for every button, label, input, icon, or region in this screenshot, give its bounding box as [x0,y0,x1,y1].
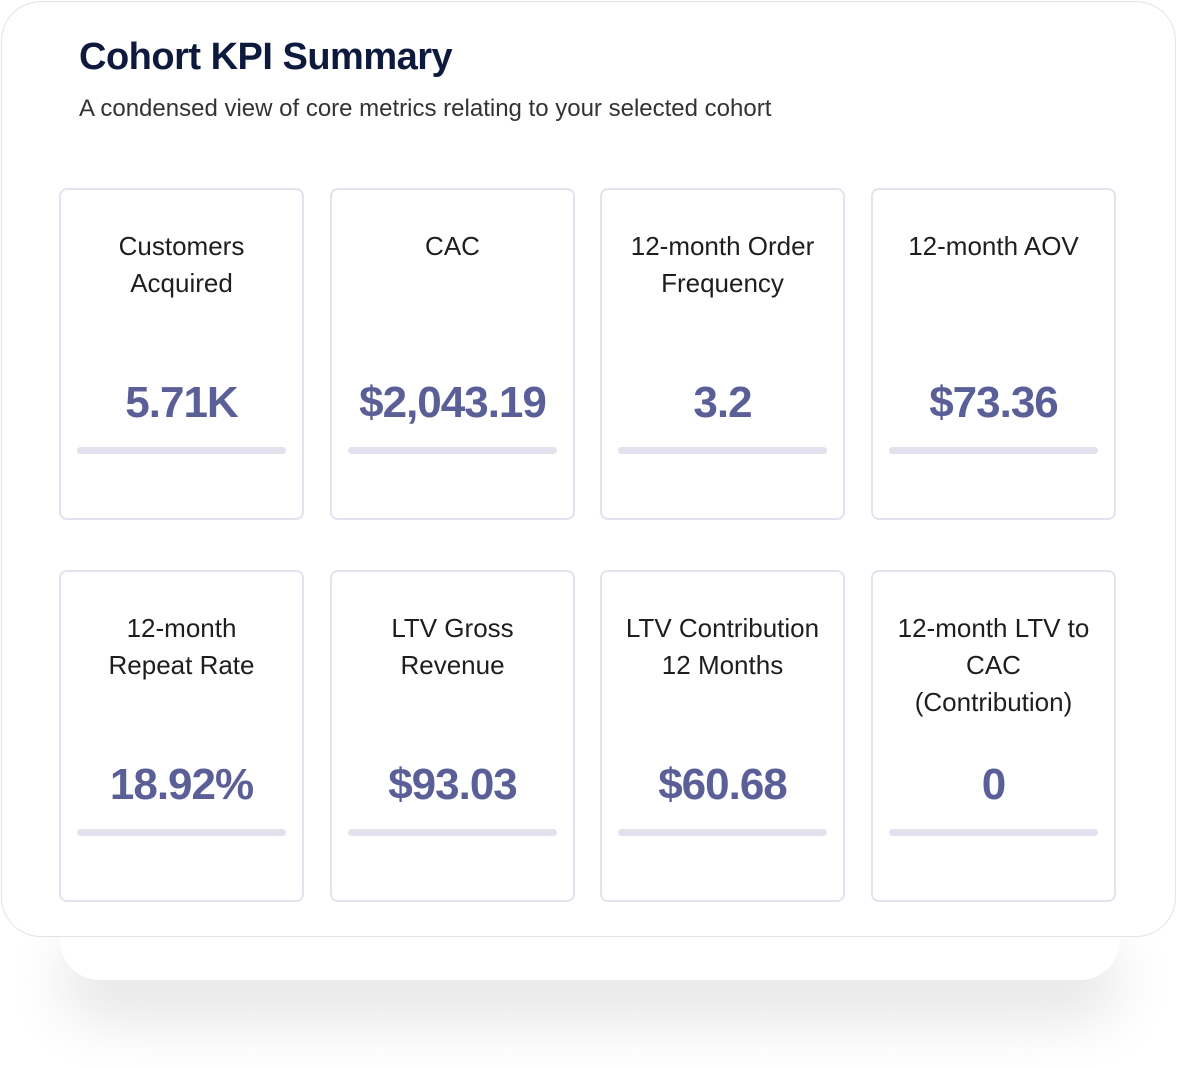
kpi-bar [348,447,557,454]
kpi-value: $73.36 [929,378,1059,427]
page-subtitle: A condensed view of core metrics relatin… [79,95,772,122]
kpi-label: 12-month LTV to CAC (Contribution) [897,613,1090,717]
kpi-bar [348,829,557,836]
kpi-value: $93.03 [388,760,518,809]
kpi-value: $2,043.19 [359,378,547,427]
kpi-bar [77,447,286,454]
kpi-card-customers-acquired: Customers Acquired 5.71K [59,188,304,520]
kpi-card-cac: CAC $2,043.19 [330,188,575,520]
kpi-label: LTV Contribution 12 Months [625,613,820,680]
kpi-label: LTV Gross Revenue [391,613,514,680]
kpi-card-order-frequency: 12-month Order Frequency 3.2 [600,188,845,520]
kpi-label: 12-month Repeat Rate [108,613,255,680]
kpi-card-ltv-contribution: LTV Contribution 12 Months $60.68 [600,570,845,902]
kpi-label: Customers Acquired [118,231,245,298]
kpi-bar [889,447,1098,454]
kpi-label: CAC [425,231,480,261]
kpi-value: 3.2 [693,378,752,427]
kpi-card-aov: 12-month AOV $73.36 [871,188,1116,520]
kpi-label: 12-month AOV [908,231,1079,261]
kpi-value: 18.92% [109,760,254,809]
kpi-bar [618,829,827,836]
page-title: Cohort KPI Summary [79,36,453,78]
kpi-value: $60.68 [658,760,788,809]
kpi-card-ltv-to-cac: 12-month LTV to CAC (Contribution) 0 [871,570,1116,902]
kpi-bar [889,829,1098,836]
kpi-value: 0 [981,760,1006,809]
kpi-label: 12-month Order Frequency [630,231,815,298]
kpi-card-ltv-gross-revenue: LTV Gross Revenue $93.03 [330,570,575,902]
kpi-bar [77,829,286,836]
kpi-value: 5.71K [125,378,238,427]
kpi-bar [618,447,827,454]
kpi-card-repeat-rate: 12-month Repeat Rate 18.92% [59,570,304,902]
